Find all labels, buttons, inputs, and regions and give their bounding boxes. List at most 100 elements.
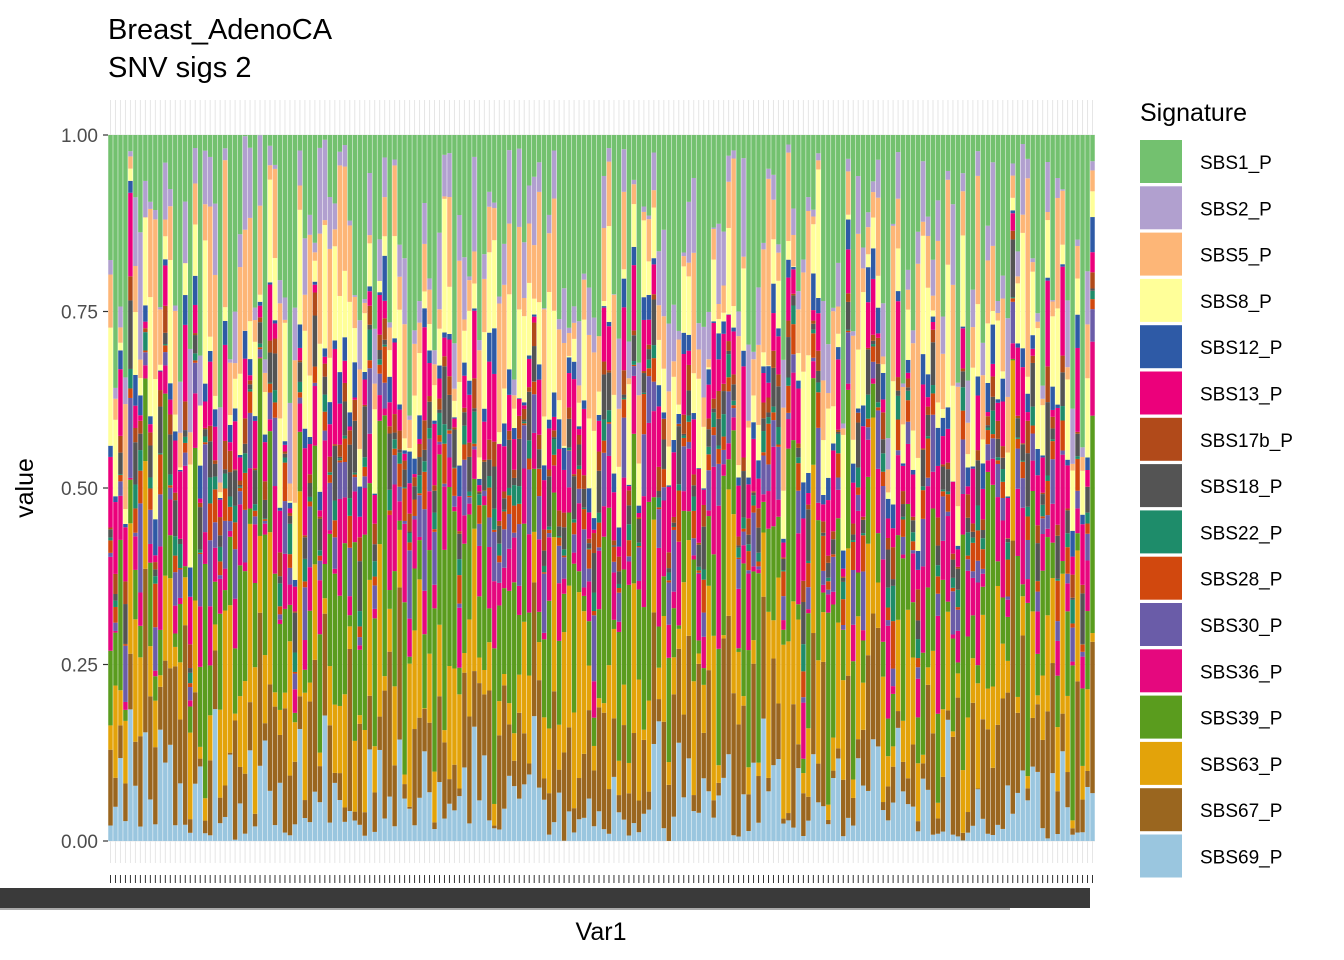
bar-segment [237,457,243,481]
bar-segment [227,472,233,497]
bar-segment [636,395,642,464]
bar-segment [796,768,801,841]
bar-segment [252,504,258,511]
bar-segment [168,135,173,190]
bar-segment [482,421,487,460]
bar-segment [781,135,786,360]
bar-segment [173,666,178,826]
bar-segment [517,614,522,675]
bar-segment [521,419,527,422]
bar-segment [551,438,557,455]
bar-segment [382,344,387,347]
bar-segment [237,480,243,485]
bar-segment [571,306,577,323]
bar-segment [1065,772,1070,808]
bar-segment [970,135,976,290]
bar-segment [691,811,696,841]
bar-segment [521,784,527,841]
bar-segment [472,478,477,529]
bar-segment [242,135,248,137]
bar-segment [312,791,318,841]
bar-segment [651,519,657,613]
bar-segment [148,416,153,425]
bar-segment [472,528,477,672]
bar-segment [636,542,642,547]
bar-segment [751,495,756,506]
bar-segment [422,449,427,462]
bar-segment [447,376,452,395]
bar-segment [696,544,701,567]
bar-segment [890,621,896,669]
bar-segment [292,652,298,672]
bar-segment [487,459,492,477]
bar-segment [447,430,452,434]
bar-segment [1055,727,1060,792]
bar-segment [811,329,816,334]
bar-segment [128,477,133,480]
bar-segment [1005,496,1011,499]
bar-segment [816,350,821,371]
bar-segment [392,484,397,572]
bar-segment [297,728,303,841]
bar-segment [641,373,647,393]
bar-segment [1015,696,1020,713]
bar-segment [521,423,527,426]
bar-segment [960,368,966,372]
bar-segment [1045,277,1050,281]
bar-segment [133,312,138,375]
bar-segment [980,573,986,587]
bar-segment [801,602,806,645]
bar-segment [442,332,447,338]
bar-segment [586,538,592,544]
bar-segment [786,337,791,378]
bar-segment [502,491,507,499]
bar-segment [900,519,906,537]
bar-segment [1055,578,1060,581]
bar-segment [387,350,392,377]
bar-segment [950,481,956,554]
bar-segment [711,800,716,818]
bar-segment [337,456,343,459]
bar-segment [591,745,597,771]
bar-segment [756,762,761,777]
bar-segment [422,509,427,591]
bar-segment [447,286,452,334]
bar-segment [382,318,387,340]
bar-segment [1080,644,1085,652]
bar-segment [442,424,447,444]
bar-segment [801,702,806,759]
bar-segment [332,246,338,341]
bar-segment [372,576,377,586]
bar-segment [462,425,467,445]
bar-segment [362,466,367,477]
bar-segment [1085,689,1090,771]
bar-segment [1060,266,1065,356]
bar-segment [571,474,577,477]
bar-segment [855,467,861,488]
bar-segment [895,535,901,620]
bar-segment [272,573,278,693]
bar-segment [746,420,751,428]
bar-segment [686,635,691,759]
bar-segment [262,655,268,724]
bar-segment [686,262,691,277]
bar-segment [686,448,691,512]
bar-segment [482,505,487,670]
bar-segment [1035,525,1040,544]
bar-segment [1055,621,1060,641]
bar-segment [621,819,627,841]
bar-segment [287,567,293,585]
bar-segment [596,391,602,415]
bar-segment [885,820,891,841]
bar-segment [262,740,268,841]
bar-segment [322,715,328,841]
bar-segment [113,135,118,388]
bar-segment [536,468,542,469]
bar-segment [631,364,637,367]
bar-segment [192,304,198,334]
bar-segment [786,813,791,821]
bar-segment [925,477,931,487]
bar-segment [477,491,482,493]
bar-segment [581,475,587,489]
bar-segment [153,627,158,671]
